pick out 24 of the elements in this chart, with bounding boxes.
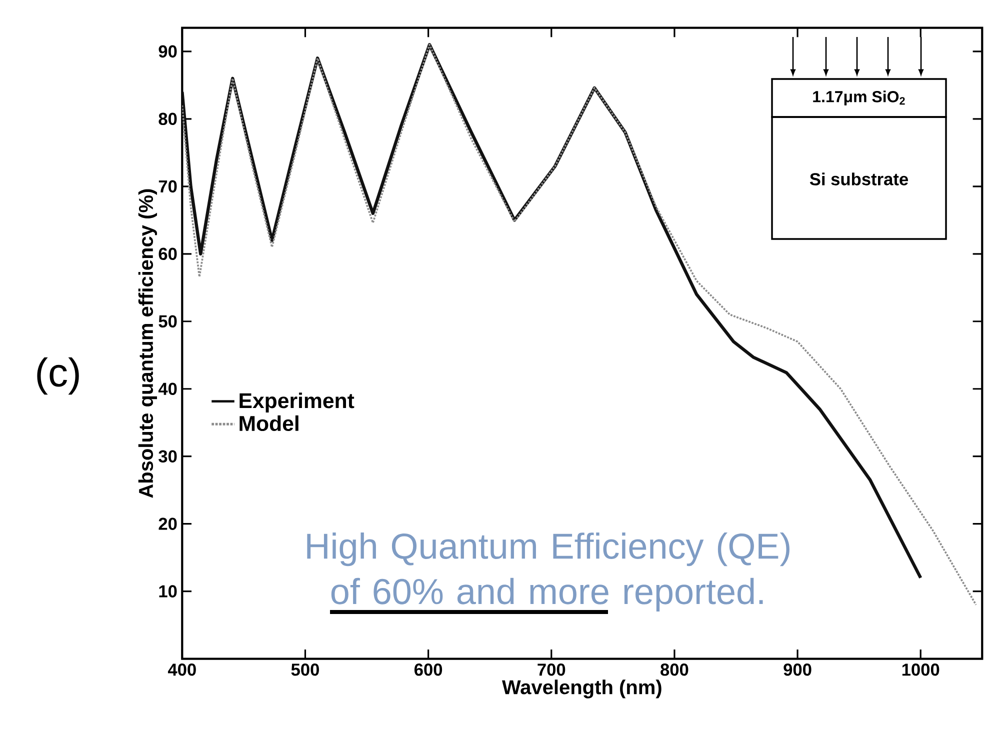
x-tick-label: 500 (291, 664, 319, 676)
y-tick-label: 40 (158, 382, 177, 395)
y-tick-label: 10 (159, 585, 177, 598)
y-tick-label: 80 (158, 112, 177, 126)
legend-label: Experiment (240, 392, 354, 412)
annotation: Si substrate (810, 172, 908, 186)
y-tick-label: 50 (158, 315, 177, 328)
x-tick-label: 400 (168, 664, 196, 676)
y-axis-title: Absolute quantum efficiency (%) (138, 189, 157, 498)
y-tick-label: 60 (158, 248, 177, 260)
y-tick-label: 20 (158, 518, 177, 530)
legend-label: Model (240, 415, 298, 432)
y-tick-label: 70 (158, 180, 177, 193)
x-tick-label: 600 (414, 664, 442, 676)
x-tick-label: 1000 (902, 664, 940, 676)
y-tick-label: 30 (158, 450, 177, 462)
annotation: 1.17μm SiO$_{2}$ (813, 90, 905, 106)
annotation: High Quantum Efficiency (QE) of 60% and more reported. (307, 532, 790, 612)
x-tick-label: 700 (538, 664, 566, 676)
x-tick-label: 900 (784, 664, 812, 676)
y-tick-label: 90 (158, 45, 177, 58)
x-axis-title: Wavelength (nm) (502, 680, 662, 698)
x-tick-label: 800 (660, 664, 688, 676)
text: (c) (37, 357, 79, 395)
